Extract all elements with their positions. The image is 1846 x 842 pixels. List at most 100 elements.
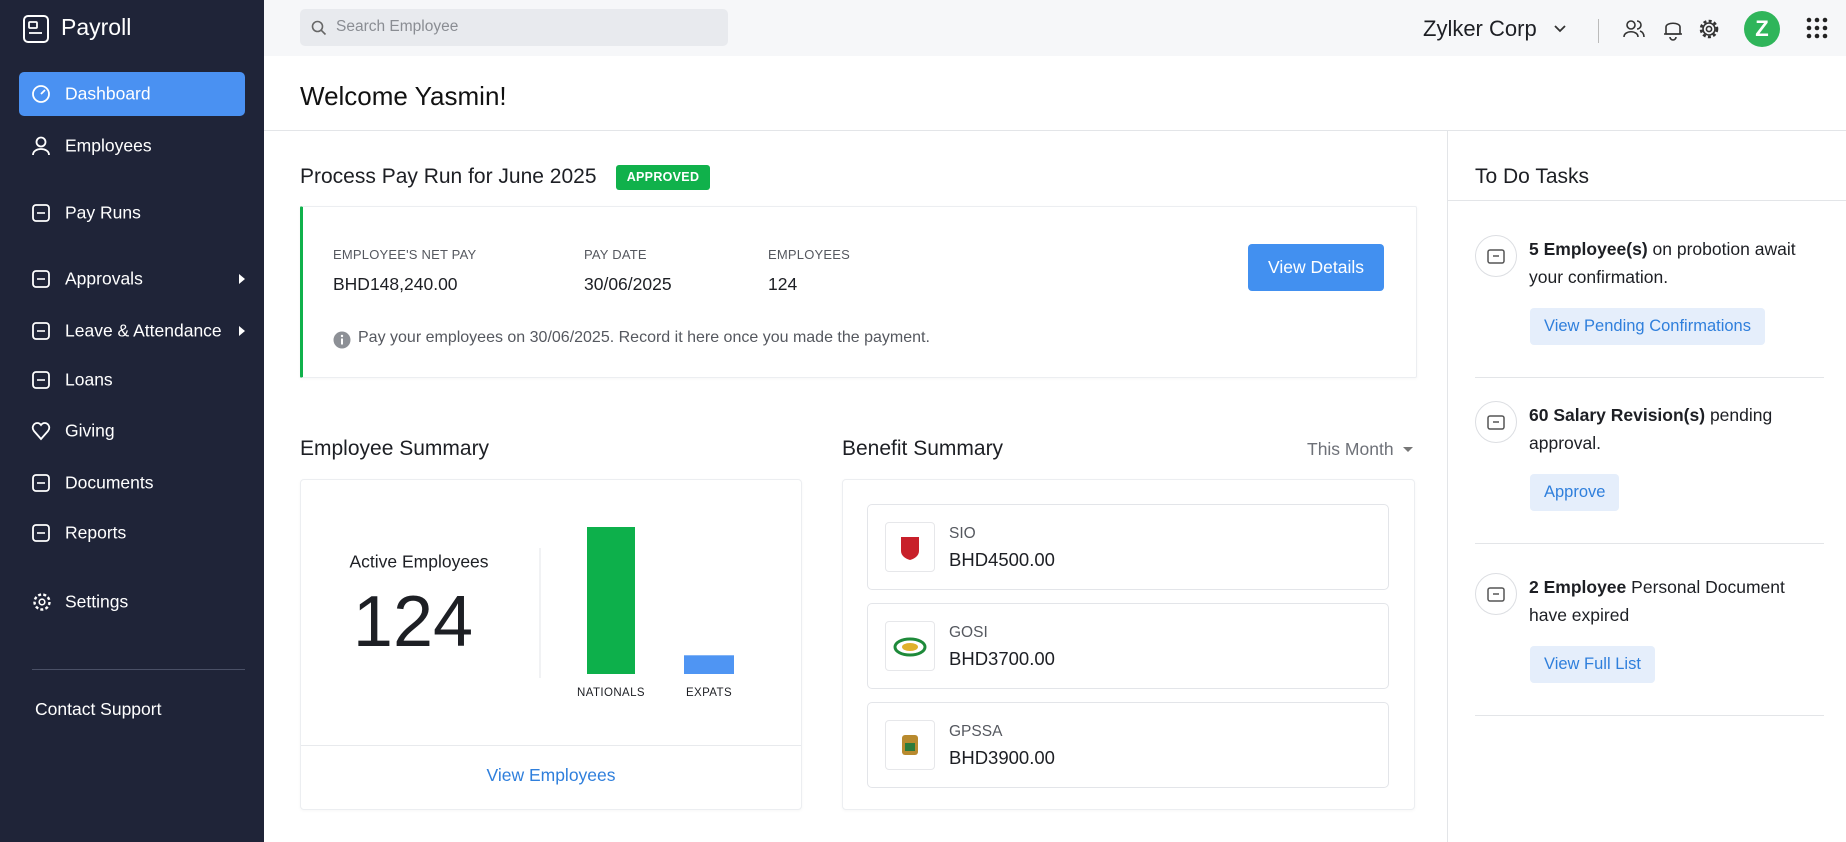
nav-icon (31, 420, 53, 442)
task-action[interactable]: View Full List (1530, 646, 1655, 683)
period-caret (1402, 446, 1414, 454)
nav-label: Giving (65, 421, 115, 442)
logo-art (886, 622, 934, 670)
divider (32, 669, 245, 670)
nav-item[interactable]: Loans (19, 358, 245, 402)
nav-item[interactable]: Settings (19, 580, 245, 624)
todo-title: To Do Tasks (1475, 165, 1589, 189)
nav-item[interactable]: Pay Runs (19, 191, 245, 235)
bar (587, 527, 635, 674)
nav-item[interactable]: Reports (19, 511, 245, 555)
view-employees-link[interactable]: View Employees (301, 765, 801, 786)
pay-run-card: View Details Pay your employees on 30/06… (300, 206, 1417, 378)
field-label: PAY DATE (584, 247, 647, 262)
active-label: Active Employees (349, 552, 488, 572)
nav-label: Loans (65, 370, 113, 391)
nav-label: Employees (65, 136, 152, 157)
benefit-amount: BHD3700.00 (949, 648, 1055, 670)
nav-icon (31, 472, 53, 494)
top-bar: Search Employee Zylker Corp Z (264, 0, 1846, 56)
apps-icon[interactable] (1806, 17, 1828, 39)
divider (1475, 715, 1824, 716)
nav-icon (31, 268, 53, 290)
task-bold: 5 Employee(s) (1529, 239, 1648, 259)
nav-icon (31, 202, 53, 224)
nav-item[interactable]: Approvals (19, 257, 245, 301)
todo-task: 5 Employee(s)on probotion await your con… (1475, 235, 1825, 365)
divider (1448, 200, 1846, 201)
field-value: BHD148,240.00 (333, 274, 458, 295)
nav-item[interactable]: Dashboard (19, 72, 245, 116)
separator (1598, 19, 1599, 43)
employee-summary-title: Employee Summary (300, 437, 489, 461)
icon-shape (37, 138, 46, 147)
view-details-button[interactable]: View Details (1248, 244, 1384, 291)
nav-item[interactable]: Employees (19, 124, 245, 168)
nav-label: Pay Runs (65, 203, 141, 224)
logo-art (886, 721, 934, 769)
app-logo (22, 14, 52, 44)
bar (684, 655, 734, 674)
nav-label: Reports (65, 523, 126, 544)
task-icon (1475, 235, 1517, 277)
nav-item[interactable]: Giving (19, 409, 245, 453)
avatar[interactable]: Z (1744, 11, 1780, 47)
period-select[interactable]: This Month (1307, 439, 1394, 460)
org-name[interactable]: Zylker Corp (1423, 16, 1537, 42)
nav-item[interactable]: Documents (19, 461, 245, 505)
task-action[interactable]: View Pending Confirmations (1530, 308, 1765, 345)
nav-icon (31, 320, 53, 342)
divider (1475, 543, 1824, 544)
nav-icon (31, 591, 53, 613)
divider (301, 745, 801, 746)
todo-task: 2 EmployeePersonal Document have expired… (1475, 573, 1825, 703)
employee-summary-card: Active Employees 124 NATIONALSEXPATS Vie… (300, 479, 802, 810)
icon-art (1476, 402, 1516, 442)
nav-icon (31, 369, 53, 391)
people-icon[interactable] (1622, 18, 1646, 40)
app-name: Payroll (61, 14, 131, 41)
bell-icon[interactable] (1662, 17, 1684, 41)
benefit-logo (885, 720, 935, 770)
field-label: EMPLOYEE'S NET PAY (333, 247, 476, 262)
contact-support[interactable]: Contact Support (35, 699, 161, 720)
benefit-logo (885, 522, 935, 572)
nav-icon (31, 135, 53, 157)
task-text: 60 Salary Revision(s)pending approval. (1529, 401, 1819, 457)
pay-run-title: Process Pay Run for June 2025 (300, 165, 597, 189)
task-bold: 2 Employee (1529, 577, 1626, 597)
org-caret (1553, 24, 1567, 34)
nav-icon (31, 522, 53, 544)
icon-shape (39, 599, 45, 605)
icon-shape (33, 423, 49, 439)
nav-label: Settings (65, 592, 128, 613)
logo-shape (902, 643, 918, 651)
benefit-item: GOSI BHD3700.00 (867, 603, 1389, 689)
divider (1475, 377, 1824, 378)
nav-label: Dashboard (65, 84, 151, 105)
task-icon (1475, 573, 1517, 615)
icon-art (1476, 574, 1516, 614)
icon-shape (41, 90, 45, 94)
settings-icon[interactable] (1697, 17, 1721, 41)
search-placeholder: Search Employee (336, 18, 458, 36)
welcome-text: Welcome Yasmin! (300, 81, 507, 112)
employee-chart: Active Employees 124 NATIONALSEXPATS (301, 480, 801, 740)
icon-shape (35, 595, 50, 610)
task-action[interactable]: Approve (1530, 474, 1619, 511)
benefit-summary-title: Benefit Summary (842, 437, 1003, 461)
task-icon (1475, 401, 1517, 443)
task-text: 5 Employee(s)on probotion await your con… (1529, 235, 1819, 291)
pay-note: Pay your employees on 30/06/2025. Record… (358, 329, 930, 347)
nav-item[interactable]: Leave & Attendance (19, 309, 245, 353)
benefit-amount: BHD3900.00 (949, 747, 1055, 769)
icon-art (1476, 236, 1516, 276)
search-box[interactable]: Search Employee (300, 9, 728, 46)
benefit-logo (885, 621, 935, 671)
benefit-name: GOSI (949, 624, 988, 642)
task-text: 2 EmployeePersonal Document have expired (1529, 573, 1819, 629)
logo-shape (905, 743, 915, 751)
search-icon (311, 20, 327, 36)
field-value: 124 (768, 274, 797, 295)
